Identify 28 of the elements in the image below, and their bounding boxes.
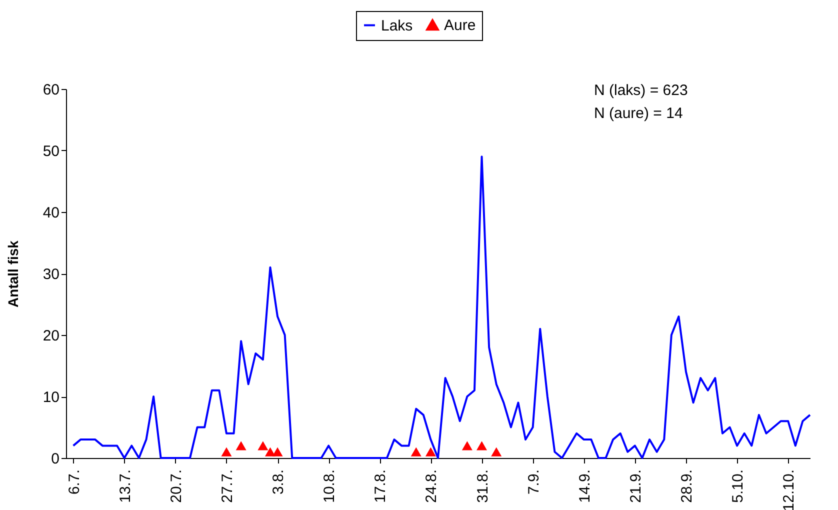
x-tick-label: 7.9. [525,470,542,495]
x-tick-label: 20.7. [168,470,185,503]
x-tick-label: 21.9. [627,470,644,503]
x-tick-label: 5.10. [730,470,747,503]
y-tick-label: 60 [42,82,60,98]
annotation: N (laks) = 623 [594,82,688,99]
y-tick-label: 0 [51,450,60,468]
y-tick-label: 20 [42,328,60,344]
x-tick-label: 17.8. [372,470,390,503]
y-axis-title: Antall fisk [4,240,21,308]
x-tick-label: 10.8. [321,470,338,503]
x-tick-label: 27.7. [218,470,236,503]
legend-label: Laks [381,17,413,34]
legend-label: Aure [444,16,476,34]
x-tick-label: 31.8. [474,470,492,503]
y-tick-label: 30 [42,266,60,283]
y-tick-label: 10 [42,389,60,406]
annotation: N (aure) = 14 [594,105,683,122]
y-tick-label: 40 [42,204,60,222]
x-tick-label: 28.9. [678,470,696,503]
x-tick-label: 14.9. [576,470,594,503]
x-tick-label: 6.7. [66,470,83,495]
x-tick-label: 12.10. [780,470,798,510]
line-series [72,156,811,459]
x-tick-label: 24.8. [423,470,440,503]
y-tick-label: 50 [42,143,60,160]
x-tick-label: 3.8. [270,470,288,495]
x-tick-label: 13.7. [116,470,134,503]
